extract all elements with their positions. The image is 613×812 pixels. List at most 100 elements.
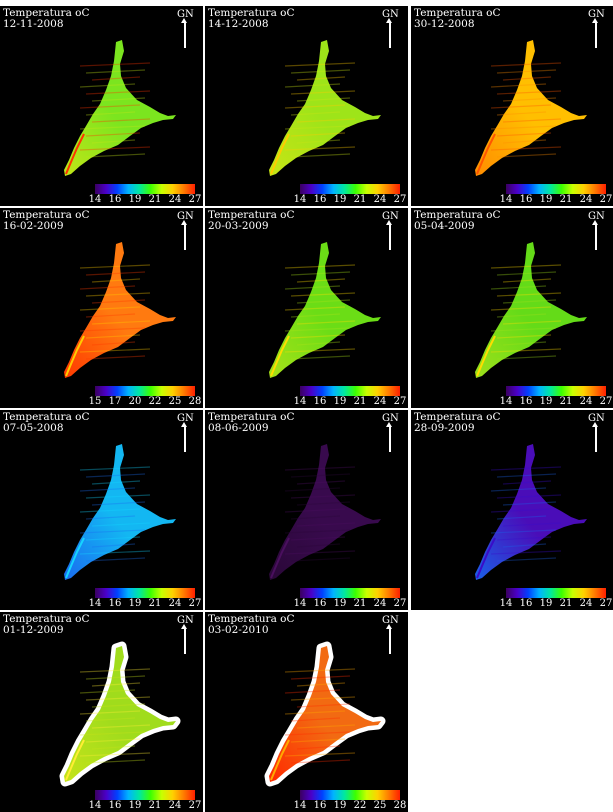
thermal-streak xyxy=(296,522,356,527)
north-arrow-icon: GN xyxy=(382,616,399,656)
shore-accent xyxy=(65,133,85,175)
colorbar xyxy=(95,386,195,396)
lake-surface xyxy=(269,646,381,782)
thermal-streak xyxy=(290,153,351,158)
thermal-streak xyxy=(284,529,351,534)
thermal-streak xyxy=(91,118,151,123)
north-arrow-icon: GN xyxy=(588,10,605,50)
thermal-streak xyxy=(490,83,547,88)
thermal-streak xyxy=(79,487,136,492)
colorbar-tick-label: 24 xyxy=(373,598,387,609)
panel-title: Temperatura oC xyxy=(208,613,295,625)
thermal-streak xyxy=(290,90,356,95)
arrow-up-icon xyxy=(386,624,392,654)
shore-accent xyxy=(270,739,290,781)
north-arrow-icon: GN xyxy=(382,10,399,50)
thermal-streak xyxy=(91,703,146,708)
thermal-streak xyxy=(85,292,151,297)
thermal-streak xyxy=(502,299,557,304)
colorbar-tick-label: 27 xyxy=(188,194,202,205)
thermal-streak xyxy=(85,675,146,680)
thermal-streak xyxy=(79,104,141,109)
panel-date: 08-06-2009 xyxy=(208,422,269,434)
lake-surface xyxy=(475,242,587,378)
thermal-streak xyxy=(79,508,141,513)
panel-date: 05-04-2009 xyxy=(414,220,475,232)
shore-accent xyxy=(270,335,290,377)
colorbar xyxy=(95,790,195,800)
thermal-streak xyxy=(85,313,136,318)
thermal-streak xyxy=(284,327,351,332)
colorbar-ticks: 14 16 19 21 24 27 xyxy=(89,800,202,812)
panel-date: 16-02-2009 xyxy=(3,220,64,232)
colorbar-ticks: 14 16 19 21 24 27 xyxy=(89,194,202,206)
thermal-streak xyxy=(496,473,557,478)
thermal-streak xyxy=(79,529,146,534)
thermal-streak xyxy=(290,738,346,743)
lake-temperature-map xyxy=(269,242,381,378)
thermal-streak xyxy=(91,724,151,729)
colorbar-tick-label: 21 xyxy=(353,194,367,205)
map-panel: Temperatura oC 03-02-2010 GN 14 16 19 22 25 28 xyxy=(205,612,408,812)
thermal-streak xyxy=(490,146,562,151)
panel-date: 01-12-2009 xyxy=(3,624,64,636)
thermal-streak xyxy=(85,153,146,158)
thermal-streak xyxy=(284,487,341,492)
colorbar-tick-label: 24 xyxy=(168,800,182,811)
colorbar-ticks: 15 17 20 22 25 28 xyxy=(89,396,202,408)
thermal-streak xyxy=(79,550,151,555)
colorbar xyxy=(506,386,606,396)
thermal-streak xyxy=(290,313,341,318)
thermal-streak xyxy=(79,83,136,88)
thermal-streak xyxy=(79,731,146,736)
colorbar-ticks: 14 16 19 21 24 27 xyxy=(294,194,407,206)
arrow-up-icon xyxy=(592,220,598,250)
arrow-up-icon xyxy=(181,624,187,654)
thermal-streak xyxy=(79,668,151,673)
panel-title: Temperatura oC xyxy=(414,7,501,19)
colorbar-tick-label: 22 xyxy=(353,800,367,811)
colorbar-tick-label: 14 xyxy=(499,598,513,609)
lake-temperature-map xyxy=(475,242,587,378)
colorbar xyxy=(300,386,400,396)
thermal-streak xyxy=(496,355,557,360)
thermal-streak xyxy=(296,278,346,283)
thermal-streak xyxy=(290,111,341,116)
lake-temperature-map xyxy=(264,641,386,787)
thermal-streak xyxy=(284,264,356,269)
thermal-streak xyxy=(502,341,547,346)
thermal-streak xyxy=(296,76,346,81)
colorbar-tick-label: 16 xyxy=(108,800,122,811)
north-label: GN xyxy=(177,211,194,222)
lake-surface xyxy=(475,444,587,580)
arrow-up-icon xyxy=(181,220,187,250)
arrow-up-icon xyxy=(386,18,392,48)
panel-date: 28-09-2009 xyxy=(414,422,475,434)
thermal-streak xyxy=(79,348,151,353)
thermal-streak xyxy=(290,675,351,680)
thermal-streak xyxy=(296,341,341,346)
panel-date: 07-05-2008 xyxy=(3,422,64,434)
lake-temperature-map xyxy=(475,40,587,176)
thermal-streak xyxy=(490,550,562,555)
colorbar-tick-label: 24 xyxy=(373,194,387,205)
thermal-streak xyxy=(296,139,341,144)
colorbar-tick-label: 27 xyxy=(393,598,407,609)
colorbar-tick-label: 14 xyxy=(293,598,307,609)
thermal-streak xyxy=(85,132,141,137)
colorbar-tick-label: 22 xyxy=(148,396,162,407)
thermal-streak xyxy=(79,466,151,471)
thermal-streak xyxy=(290,759,351,764)
thermal-streak xyxy=(91,480,141,485)
colorbar-tick-label: 16 xyxy=(313,800,327,811)
thermal-streak xyxy=(284,731,351,736)
thermal-streak xyxy=(284,550,356,555)
shore-accent xyxy=(270,133,290,175)
colorbar-tick-label: 16 xyxy=(519,396,533,407)
lake-surface xyxy=(64,646,176,782)
thermal-streak xyxy=(284,125,351,130)
north-label: GN xyxy=(588,211,605,222)
map-panel: Temperatura oC 20-03-2009 GN 14 16 19 21 24 27 xyxy=(205,208,408,408)
thermal-streak xyxy=(284,689,341,694)
